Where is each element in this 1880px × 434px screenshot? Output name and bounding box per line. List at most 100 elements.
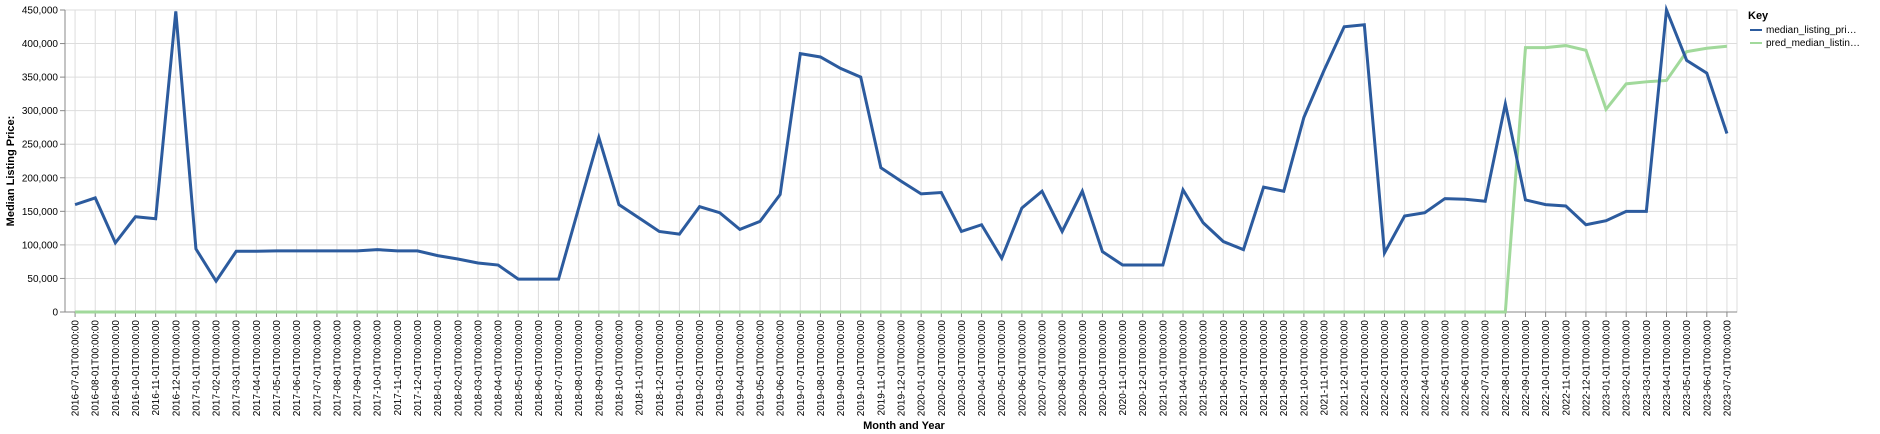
x-tick-label: 2021-11-01T00:00:00 [1320, 320, 1331, 416]
y-tick-label: 150,000 [22, 207, 59, 218]
x-tick-label: 2017-06-01T00:00:00 [292, 320, 303, 417]
x-tick-label: 2022-05-01T00:00:00 [1440, 320, 1451, 417]
x-tick-label: 2022-01-01T00:00:00 [1360, 320, 1371, 417]
x-tick-label: 2019-06-01T00:00:00 [776, 320, 787, 417]
x-tick-label: 2022-11-01T00:00:00 [1561, 320, 1572, 416]
x-tick-label: 2017-07-01T00:00:00 [312, 320, 323, 417]
y-tick-label: 350,000 [22, 73, 59, 84]
legend: Key median_listing_pri… pred_median_listi… [1748, 10, 1860, 49]
x-tick-label: 2016-07-01T00:00:00 [71, 320, 82, 417]
x-tick-label: 2021-12-01T00:00:00 [1340, 320, 1351, 417]
x-tick-label: 2018-04-01T00:00:00 [494, 320, 505, 417]
x-tick-label: 2019-08-01T00:00:00 [816, 320, 827, 417]
legend-label: pred_median_listin… [1766, 38, 1860, 49]
y-tick-label: 450,000 [22, 6, 59, 17]
x-tick-label: 2023-02-01T00:00:00 [1622, 320, 1633, 417]
x-tick-label: 2019-07-01T00:00:00 [796, 320, 807, 417]
x-tick-label: 2018-08-01T00:00:00 [574, 320, 585, 417]
series-line-1 [74, 3, 1729, 284]
x-tick-label: 2016-10-01T00:00:00 [131, 320, 142, 417]
x-tick-label: 2016-11-01T00:00:00 [151, 320, 162, 416]
y-tick-label: 100,000 [22, 240, 59, 251]
x-tick-label: 2020-09-01T00:00:00 [1078, 320, 1089, 417]
x-tick-label: 2022-03-01T00:00:00 [1400, 320, 1411, 417]
y-axis: 0 50,000 100,000 150,000 200,000 250,000 300,0… [22, 6, 66, 319]
x-tick-label: 2017-12-01T00:00:00 [413, 320, 424, 417]
x-tick-label: 2019-05-01T00:00:00 [755, 320, 766, 417]
x-tick-label: 2016-08-01T00:00:00 [91, 320, 102, 417]
x-tick-label: 2017-10-01T00:00:00 [373, 320, 384, 417]
x-tick-label: 2023-03-01T00:00:00 [1642, 320, 1653, 417]
x-tick-label: 2017-09-01T00:00:00 [353, 320, 364, 417]
x-axis-title: Month and Year [863, 420, 945, 432]
x-tick-label: 2023-01-01T00:00:00 [1602, 320, 1613, 417]
x-tick-label: 2018-05-01T00:00:00 [514, 320, 525, 417]
y-tick-label: 50,000 [27, 274, 58, 285]
x-tick-label: 2018-07-01T00:00:00 [554, 320, 565, 417]
x-tick-label: 2023-05-01T00:00:00 [1682, 320, 1693, 417]
x-tick-label: 2019-01-01T00:00:00 [675, 320, 686, 417]
x-tick-label: 2019-09-01T00:00:00 [836, 320, 847, 417]
y-tick-label: 250,000 [22, 140, 59, 151]
y-tick-label: 400,000 [22, 39, 59, 50]
legend-label: median_listing_pri… [1766, 25, 1857, 36]
x-tick-label: 2020-02-01T00:00:00 [937, 320, 948, 417]
x-tick-label: 2019-12-01T00:00:00 [897, 320, 908, 417]
x-tick-label: 2020-07-01T00:00:00 [1038, 320, 1049, 417]
x-tick-label: 2017-11-01T00:00:00 [393, 320, 404, 416]
x-tick-label: 2017-01-01T00:00:00 [191, 320, 202, 417]
x-tick-label: 2023-07-01T00:00:00 [1722, 320, 1733, 417]
x-tick-label: 2021-06-01T00:00:00 [1219, 320, 1230, 417]
x-tick-label: 2021-10-01T00:00:00 [1299, 320, 1310, 417]
x-tick-label: 2020-06-01T00:00:00 [1017, 320, 1028, 417]
x-tick-label: 2019-03-01T00:00:00 [715, 320, 726, 417]
x-tick-label: 2018-06-01T00:00:00 [534, 320, 545, 417]
x-tick-label: 2016-09-01T00:00:00 [111, 320, 122, 417]
x-tick-label: 2022-02-01T00:00:00 [1380, 320, 1391, 417]
x-tick-label: 2020-11-01T00:00:00 [1118, 320, 1129, 416]
x-tick-label: 2017-08-01T00:00:00 [332, 320, 343, 417]
x-tick-label: 2021-07-01T00:00:00 [1239, 320, 1250, 417]
x-tick-label: 2019-02-01T00:00:00 [695, 320, 706, 417]
series-line-2 [75, 44, 1728, 314]
x-tick-label: 2021-01-01T00:00:00 [1158, 320, 1169, 417]
x-tick-label: 2017-03-01T00:00:00 [232, 320, 243, 417]
x-tick-label: 2021-04-01T00:00:00 [1179, 320, 1190, 417]
x-tick-label: 2020-08-01T00:00:00 [1058, 320, 1069, 417]
x-tick-label: 2023-06-01T00:00:00 [1702, 320, 1713, 417]
x-tick-label: 2022-06-01T00:00:00 [1461, 320, 1472, 417]
y-tick-label: 0 [52, 308, 58, 319]
x-tick-label: 2017-04-01T00:00:00 [252, 320, 263, 417]
x-tick-label: 2018-02-01T00:00:00 [453, 320, 464, 417]
y-tick-label: 200,000 [22, 173, 59, 184]
x-tick-label: 2022-08-01T00:00:00 [1501, 320, 1512, 417]
x-tick-label: 2019-10-01T00:00:00 [856, 320, 867, 417]
x-tick-label: 2022-10-01T00:00:00 [1541, 320, 1552, 417]
x-tick-label: 2022-09-01T00:00:00 [1521, 320, 1532, 417]
gridlines [64, 9, 1738, 313]
x-tick-label: 2023-04-01T00:00:00 [1662, 320, 1673, 417]
x-tick-label: 2018-03-01T00:00:00 [473, 320, 484, 417]
x-tick-label: 2022-07-01T00:00:00 [1481, 320, 1492, 417]
x-tick-label: 2020-12-01T00:00:00 [1138, 320, 1149, 417]
x-tick-label: 2021-08-01T00:00:00 [1259, 320, 1270, 417]
x-tick-label: 2018-09-01T00:00:00 [594, 320, 605, 417]
x-tick-label: 2019-11-01T00:00:00 [876, 320, 887, 416]
x-tick-label: 2016-12-01T00:00:00 [171, 320, 182, 417]
x-tick-label: 2021-05-01T00:00:00 [1199, 320, 1210, 417]
x-tick-label: 2018-01-01T00:00:00 [433, 320, 444, 417]
x-tick-label: 2022-12-01T00:00:00 [1581, 320, 1592, 417]
x-tick-label: 2018-12-01T00:00:00 [655, 320, 666, 417]
x-tick-label: 2020-03-01T00:00:00 [957, 320, 968, 417]
x-tick-label: 2017-02-01T00:00:00 [212, 320, 223, 417]
x-tick-label: 2019-04-01T00:00:00 [735, 320, 746, 417]
x-tick-label: 2020-01-01T00:00:00 [917, 320, 928, 417]
legend-title: Key [1748, 10, 1769, 22]
y-axis-title: Median Listing Price: [5, 116, 17, 227]
x-axis: 2016-07-01T00:00:00 2016-08-01T00:00:00 20… [65, 311, 1737, 417]
x-tick-label: 2018-10-01T00:00:00 [614, 320, 625, 417]
x-tick-label: 2017-05-01T00:00:00 [272, 320, 283, 417]
x-tick-label: 2022-04-01T00:00:00 [1420, 320, 1431, 417]
x-tick-label: 2021-09-01T00:00:00 [1279, 320, 1290, 417]
